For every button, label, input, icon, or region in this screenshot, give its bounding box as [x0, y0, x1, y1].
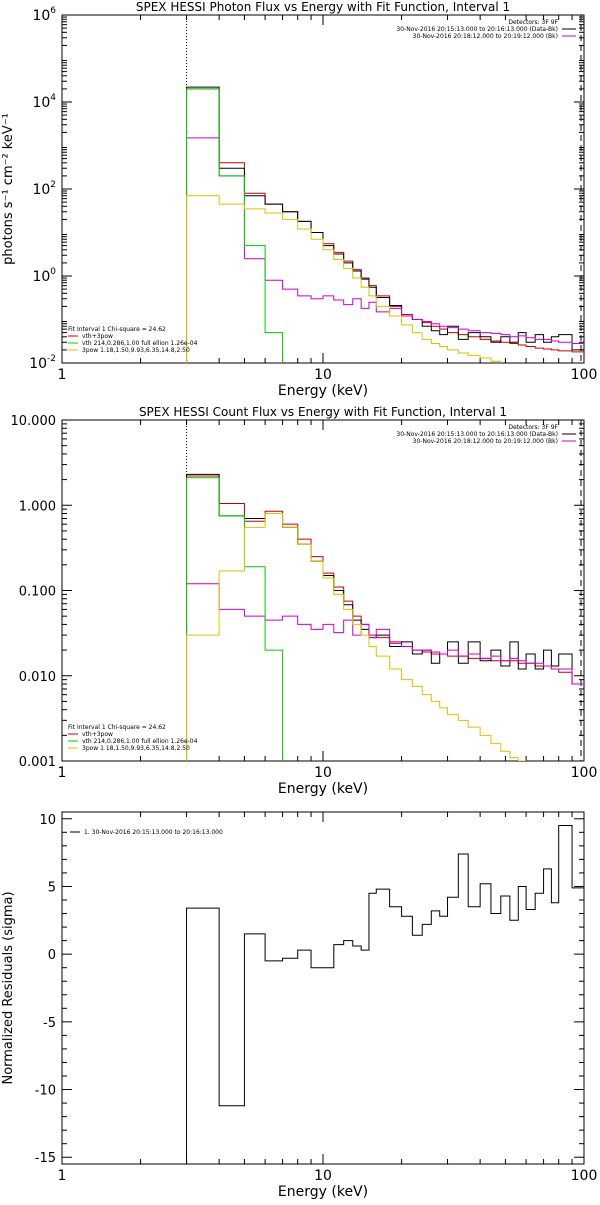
y-tick-label-exponent: 0 [50, 267, 56, 277]
y-axis-label: Normalized Residuals (sigma) [1, 891, 16, 1084]
chart-panel-2: SPEX HESSI Count Flux vs Energy with Fit… [11, 405, 598, 797]
y-tick-label: 0.100 [19, 585, 56, 600]
x-tick-label: 10 [314, 1168, 332, 1184]
y-tick-label: 10.000 [11, 414, 57, 429]
legend-entry: 30-Nov-2016 20:15:13.000 to 20:16:13.000… [396, 431, 558, 438]
y-tick-label-exponent: 6 [50, 6, 56, 16]
legend-entry: vth 214,0.286,1.00 full ellion 1.26e-04 [82, 340, 198, 347]
y-tick-label: 0.010 [19, 670, 56, 685]
x-axis-label: Energy (keV) [278, 383, 368, 399]
x-tick-label: 10 [314, 765, 332, 781]
chart-panel-1: SPEX HESSI Photon Flux vs Energy with Fi… [1, 0, 598, 399]
series-vth [186, 88, 284, 363]
legend-entry: Fit Interval 1 Chi-square = 24.62 [68, 724, 166, 731]
chart-title: SPEX HESSI Count Flux vs Energy with Fit… [139, 405, 507, 419]
legend-entry: 3pow 1.18,1.50,9.93,6.35,14.8,2.50 [82, 745, 190, 752]
y-tick-label: 104 [32, 93, 56, 111]
chart-title: SPEX HESSI Photon Flux vs Energy with Fi… [136, 0, 510, 14]
x-axis-label: Energy (keV) [278, 1184, 368, 1200]
y-tick-label-exponent: -2 [47, 354, 56, 364]
series-bk [186, 583, 584, 761]
y-tick-label: 102 [32, 180, 56, 198]
legend-entry: vth+3pow [82, 731, 113, 738]
series-1-30-nov-2016-20-15-13-000-to-20-16-13-000 [186, 825, 584, 1164]
y-axis-label: photons s⁻¹ cm⁻² keV⁻¹ [1, 113, 16, 265]
y-tick-label: 10-2 [29, 354, 56, 372]
series-3pow [186, 195, 502, 363]
x-axis-label: Energy (keV) [278, 781, 368, 797]
legend-entry: 1. 30-Nov-2016 20:15:13.000 to 20:16:13.… [84, 829, 223, 836]
data-layer [186, 86, 584, 363]
series-bk [186, 137, 584, 363]
legend-entry: 30-Nov-2016 20:18:12.000 to 20:19:12.000… [413, 438, 558, 445]
y-tick-label-base: 10 [32, 182, 50, 198]
legend-entry: Fit Interval 1 Chi-square = 24.62 [68, 326, 166, 333]
x-tick-label: 100 [571, 367, 598, 383]
y-tick-label-exponent: 2 [50, 180, 56, 190]
legend-entry: vth 214,0.286,1.00 full ellion 1.26e-04 [82, 738, 198, 745]
y-tick-label-base: 10 [29, 356, 47, 372]
legend-entry: vth+3pow [82, 333, 113, 340]
plot-frame [61, 14, 585, 364]
x-tick-label: 1 [58, 1168, 67, 1184]
y-tick-label: -5 [43, 1016, 56, 1031]
data-layer [186, 825, 584, 1164]
x-tick-label: 10 [314, 367, 332, 383]
series-3pow [186, 513, 527, 761]
y-tick-label: -15 [35, 1151, 56, 1166]
data-layer [186, 473, 584, 761]
y-tick-label-exponent: 4 [50, 93, 56, 103]
plot-frame [61, 419, 585, 762]
plot-frame [61, 811, 585, 1165]
y-tick-label: 0.001 [19, 755, 56, 770]
series-vth-3pow [186, 88, 584, 363]
x-tick-label: 1 [58, 367, 67, 383]
y-tick-label: 106 [32, 6, 56, 24]
y-tick-label: 1.000 [19, 499, 56, 514]
x-tick-label: 100 [571, 1168, 598, 1184]
legend-entry: 30-Nov-2016 20:15:13.000 to 20:16:13.000… [396, 26, 558, 33]
y-tick-label-base: 10 [32, 95, 50, 111]
y-tick-label: 0 [48, 948, 56, 963]
y-tick-label: 5 [48, 880, 56, 895]
y-tick-label: -10 [35, 1084, 56, 1099]
y-tick-label: 10 [39, 813, 56, 828]
y-tick-label-base: 10 [32, 8, 50, 24]
series-data-bk [186, 86, 584, 363]
legend-entry: Detectors: 3F 9F [508, 19, 558, 26]
legend-entry: Detectors: 3F 9F [508, 424, 558, 431]
legend-entry: 30-Nov-2016 20:18:12.000 to 20:19:12.000… [413, 33, 558, 40]
legend-entry: 3pow 1.18,1.50,9.93,6.35,14.8,2.50 [82, 347, 190, 354]
y-tick-label: 100 [32, 267, 56, 285]
y-tick-label-base: 10 [32, 269, 50, 285]
x-tick-label: 1 [58, 765, 67, 781]
x-tick-label: 100 [571, 765, 598, 781]
